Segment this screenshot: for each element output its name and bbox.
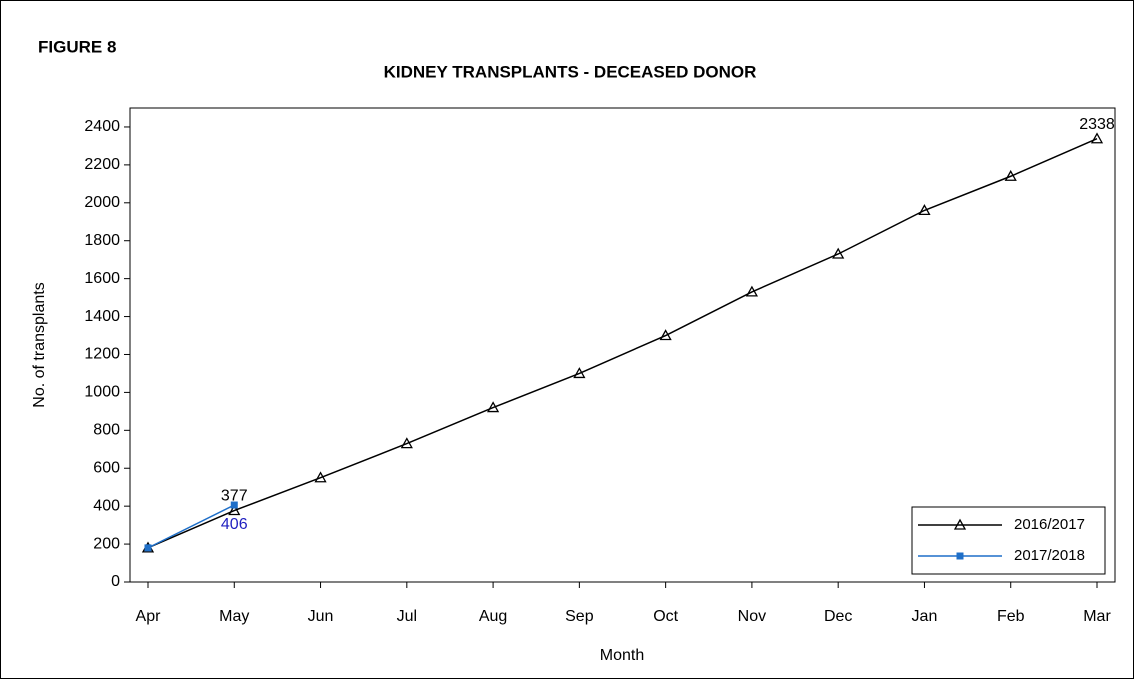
x-tick-label: Feb — [997, 608, 1025, 625]
x-tick-label: Jul — [397, 608, 417, 625]
x-tick-label: Oct — [653, 608, 678, 625]
x-tick-label: May — [219, 608, 249, 625]
y-tick-label: 2400 — [84, 118, 120, 135]
data-point — [486, 401, 500, 413]
data-label: 406 — [221, 516, 248, 533]
data-point — [314, 471, 327, 483]
y-tick-label: 600 — [93, 459, 120, 476]
data-point — [659, 329, 672, 341]
x-tick-label: Nov — [738, 608, 766, 625]
y-tick-label: 2000 — [84, 194, 120, 211]
y-tick-label: 800 — [93, 422, 120, 439]
y-tick-label: 1200 — [84, 346, 120, 363]
figure-label: FIGURE 8 — [38, 37, 116, 56]
y-tick-label: 1600 — [84, 270, 120, 287]
data-point — [573, 367, 586, 379]
data-point — [1004, 169, 1017, 181]
data-point — [228, 504, 241, 516]
legend-label: 2016/2017 — [1014, 516, 1085, 533]
data-point — [1090, 132, 1104, 144]
x-tick-label: Jun — [308, 608, 334, 625]
data-point — [745, 285, 759, 297]
data-point — [832, 247, 845, 259]
legend-marker — [953, 518, 967, 530]
x-tick-label: Aug — [479, 608, 507, 625]
legend — [911, 506, 1106, 575]
series-line — [147, 504, 235, 549]
x-tick-label: Apr — [136, 608, 162, 625]
y-tick-label: 1800 — [84, 232, 120, 249]
data-point — [230, 501, 238, 509]
data-point — [400, 437, 413, 449]
y-axis-label: No. of transplants — [31, 282, 48, 407]
y-tick-label: 200 — [93, 535, 120, 552]
data-point — [144, 544, 152, 552]
data-label: 377 — [221, 488, 248, 505]
y-tick-label: 0 — [111, 573, 120, 590]
x-tick-label: Dec — [824, 608, 852, 625]
data-label: 2338 — [1079, 116, 1115, 133]
y-tick-label: 1400 — [84, 308, 120, 325]
data-point — [918, 204, 931, 216]
legend-label: 2017/2018 — [1014, 547, 1085, 564]
x-tick-label: Mar — [1083, 608, 1111, 625]
x-tick-label: Sep — [565, 608, 594, 625]
legend-marker — [956, 552, 964, 560]
plot-area — [129, 107, 1116, 583]
x-tick-label: Jan — [912, 608, 938, 625]
y-tick-label: 2200 — [84, 156, 120, 173]
series-line — [147, 138, 1098, 549]
y-tick-label: 400 — [93, 497, 120, 514]
chart-title: KIDNEY TRANSPLANTS - DECEASED DONOR — [384, 62, 757, 81]
y-tick-label: 1000 — [84, 384, 120, 401]
x-axis-label: Month — [600, 647, 644, 664]
